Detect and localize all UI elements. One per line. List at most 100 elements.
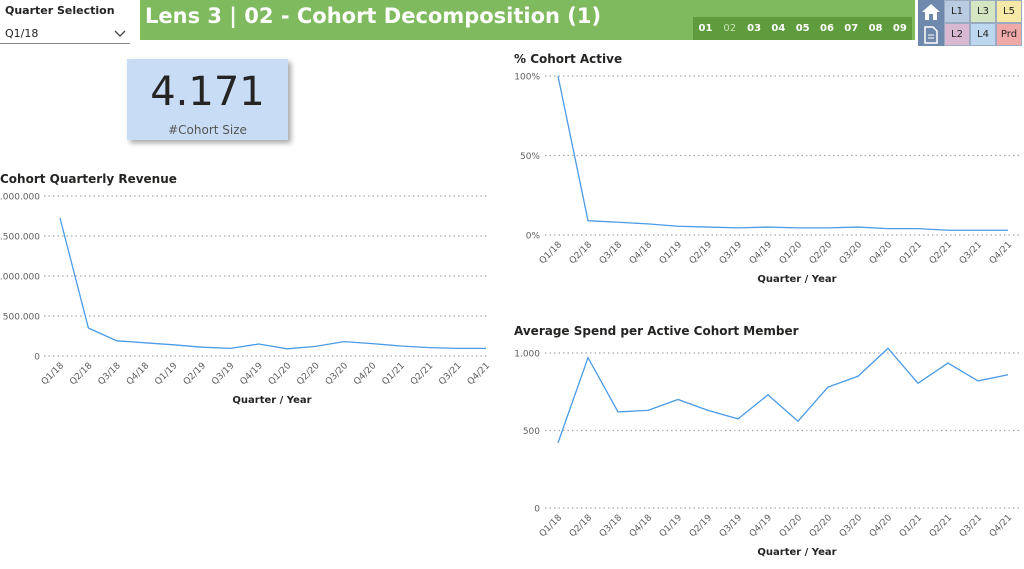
y-tick-label: 1.000.000 <box>0 273 40 283</box>
y-tick-label: 0% <box>526 232 541 242</box>
y-tick-label: 2.000.000 <box>0 193 40 203</box>
x-tick-label: Q3/18 <box>97 361 124 388</box>
nav-button[interactable]: 06 <box>820 23 834 34</box>
x-tick-label: Q1/18 <box>538 240 565 267</box>
x-tick-label: Q1/19 <box>658 513 685 540</box>
x-tick-label: Q4/21 <box>988 240 1014 266</box>
card-label: #Cohort Size <box>168 123 247 137</box>
x-tick-label: Q4/19 <box>748 240 775 267</box>
x-tick-label: Q4/19 <box>239 361 266 388</box>
x-tick-label: Q3/18 <box>598 240 625 267</box>
x-tick-label: Q1/20 <box>778 513 805 540</box>
lens-button[interactable]: L2 <box>944 23 970 46</box>
x-tick-label: Q3/19 <box>718 240 745 267</box>
chart-title: % Cohort Active <box>514 52 622 66</box>
kpi-card: 4.171 #Cohort Size <box>127 59 288 140</box>
y-tick-label: 0 <box>534 505 540 515</box>
lens-button[interactable]: Prd <box>996 23 1022 46</box>
x-tick-label: Q1/18 <box>40 361 67 388</box>
x-tick-label: Q4/21 <box>988 513 1014 539</box>
x-tick-label: Q3/21 <box>437 361 463 387</box>
y-tick-label: 500 <box>523 427 540 437</box>
x-tick-label: Q1/18 <box>538 513 565 540</box>
nav-button[interactable]: 07 <box>844 23 859 34</box>
x-tick-label: Q3/19 <box>210 361 237 388</box>
x-tick-label: Q1/21 <box>381 361 407 387</box>
page-nav: 01 02 03 04 05 06 07 08 09 <box>693 17 912 40</box>
nav-button[interactable]: 09 <box>892 23 907 34</box>
x-tick-label: Q4/20 <box>868 513 895 540</box>
x-tick-label: Q2/18 <box>568 513 595 540</box>
y-tick-label: 1.000 <box>514 350 540 360</box>
x-tick-label: Q1/20 <box>778 240 805 267</box>
x-axis-title: Quarter / Year <box>757 274 836 285</box>
nav-button[interactable]: 04 <box>771 23 786 34</box>
data-line <box>557 347 1009 444</box>
lens-panel: L1 L3 L5 L2 L4 Prd <box>918 0 1022 46</box>
x-tick-label: Q2/19 <box>688 513 715 540</box>
y-tick-label: 500.000 <box>3 313 40 323</box>
x-tick-label: Q3/19 <box>718 513 745 540</box>
page-title: Lens 3 | 02 - Cohort Decomposition (1) <box>145 4 602 28</box>
doc-icon <box>924 25 938 44</box>
chart-title: Average Spend per Active Cohort Member <box>514 324 799 338</box>
x-tick-label: Q4/19 <box>748 513 775 540</box>
x-tick-label: Q2/21 <box>928 240 954 266</box>
lens-button[interactable]: L4 <box>970 23 996 46</box>
y-tick-label: 1.500.000 <box>0 233 40 243</box>
x-tick-label: Q3/20 <box>324 361 351 388</box>
x-tick-label: Q4/21 <box>466 361 492 387</box>
nav-button[interactable]: 08 <box>868 23 883 34</box>
x-tick-label: Q3/18 <box>598 513 625 540</box>
nav-button[interactable]: 05 <box>795 23 810 34</box>
slicer-value: Q1/18 <box>5 27 39 40</box>
home-icon <box>922 3 940 20</box>
x-tick-label: Q1/19 <box>658 240 685 267</box>
y-tick-label: 100% <box>514 73 540 83</box>
x-tick-label: Q2/20 <box>808 513 835 540</box>
slicer-dropdown[interactable]: Q1/18 <box>0 24 130 44</box>
x-tick-label: Q4/18 <box>125 361 152 388</box>
x-tick-label: Q2/20 <box>808 240 835 267</box>
lens-button[interactable]: L3 <box>970 0 996 23</box>
x-tick-label: Q4/20 <box>352 361 379 388</box>
card-value: 4.171 <box>150 69 265 115</box>
x-tick-label: Q4/18 <box>628 240 655 267</box>
data-line <box>557 75 1008 231</box>
x-axis-title: Quarter / Year <box>757 547 836 558</box>
nav-button[interactable]: 03 <box>747 23 762 34</box>
x-tick-label: Q1/19 <box>153 361 180 388</box>
x-tick-label: Q2/20 <box>295 361 322 388</box>
x-tick-label: Q4/18 <box>628 513 655 540</box>
x-tick-label: Q2/18 <box>568 240 595 267</box>
y-tick-label: 0 <box>34 353 40 363</box>
x-tick-label: Q2/19 <box>688 240 715 267</box>
nav-button[interactable]: 02 <box>723 23 737 34</box>
x-tick-label: Q3/20 <box>838 513 865 540</box>
x-axis-title: Quarter / Year <box>232 395 311 406</box>
x-tick-label: Q3/20 <box>838 240 865 267</box>
slicer-label: Quarter Selection <box>5 4 115 17</box>
chart-title: Cohort Quarterly Revenue <box>0 172 177 186</box>
x-tick-label: Q1/21 <box>898 240 924 266</box>
x-tick-label: Q2/21 <box>928 513 954 539</box>
x-tick-label: Q3/21 <box>958 240 984 266</box>
doc-button[interactable] <box>918 23 944 46</box>
x-tick-label: Q2/19 <box>182 361 209 388</box>
x-tick-label: Q1/20 <box>267 361 294 388</box>
y-tick-label: 50% <box>520 152 540 162</box>
chevron <box>114 30 126 37</box>
home-button[interactable] <box>918 0 944 23</box>
lens-button[interactable]: L1 <box>944 0 970 23</box>
x-tick-label: Q2/18 <box>68 361 95 388</box>
nav-button[interactable]: 01 <box>698 23 713 34</box>
x-tick-label: Q4/20 <box>868 240 895 267</box>
x-tick-label: Q3/21 <box>958 513 984 539</box>
title-bar: Lens 3 | 02 - Cohort Decomposition (1) 0… <box>140 0 915 40</box>
data-line <box>59 217 486 350</box>
lens-button[interactable]: L5 <box>996 0 1022 23</box>
x-tick-label: Q2/21 <box>409 361 435 387</box>
x-tick-label: Q1/21 <box>898 513 924 539</box>
